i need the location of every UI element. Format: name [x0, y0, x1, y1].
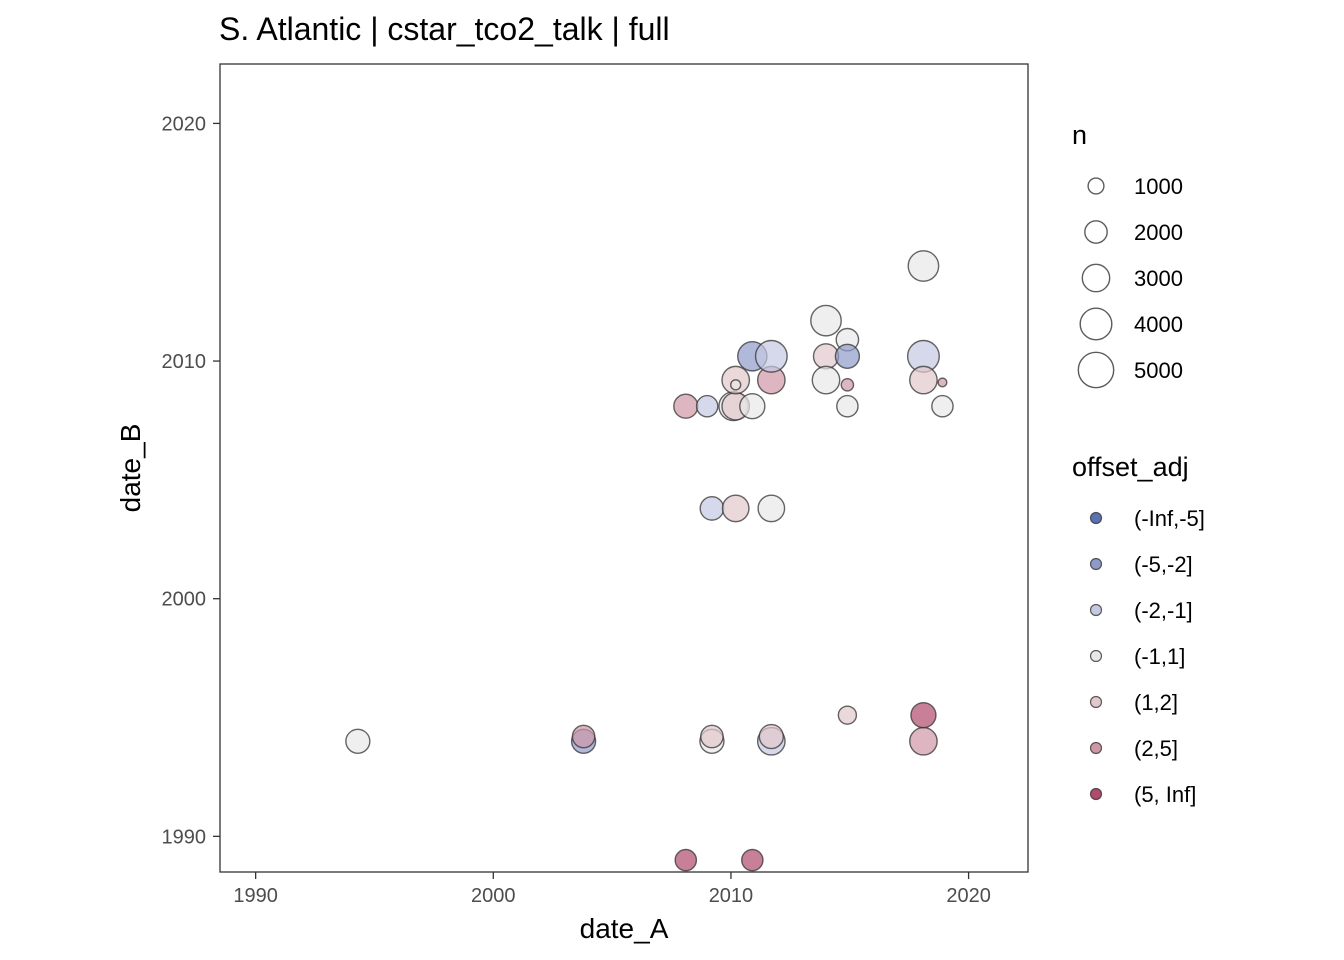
size-legend: n 1000 2000 3000 4000 5000 [1072, 120, 1183, 389]
data-point [834, 343, 861, 369]
color-legend-label: (-5,-2] [1134, 552, 1193, 577]
color-legend-key [1089, 695, 1103, 709]
data-point [699, 495, 725, 521]
size-legend-label: 1000 [1134, 174, 1183, 199]
data-point [739, 393, 766, 420]
data-point [754, 339, 788, 373]
y-tick-label: 2010 [162, 351, 207, 373]
data-point [931, 394, 954, 418]
size-legend-label: 5000 [1134, 358, 1183, 383]
y-axis: 1990 2000 2010 2020 [162, 113, 220, 848]
x-tick-label: 1990 [233, 885, 278, 907]
data-point [345, 728, 371, 754]
color-legend-label: (-2,-1] [1134, 598, 1193, 623]
data-point [836, 394, 859, 418]
size-legend-label: 3000 [1134, 266, 1183, 291]
y-tick-label: 2020 [162, 113, 207, 135]
data-point [837, 705, 858, 725]
data-point [811, 365, 841, 395]
color-legend-title: offset_adj [1072, 452, 1189, 482]
chart-title: S. Atlantic | cstar_tco2_talk | full [219, 11, 670, 47]
color-legend-label: (-1,1] [1134, 644, 1185, 669]
data-point [757, 494, 786, 523]
x-tick-label: 2010 [709, 885, 754, 907]
data-point [840, 377, 855, 392]
data-point [937, 377, 948, 388]
y-tick-label: 2000 [162, 589, 207, 611]
color-legend-label: (5, Inf] [1134, 782, 1196, 807]
x-axis-title: date_A [580, 913, 669, 944]
size-legend-key [1077, 351, 1115, 389]
color-legend-key [1089, 649, 1103, 663]
y-axis-title: date_B [115, 424, 146, 513]
color-legend-label: (-Inf,-5] [1134, 506, 1205, 531]
color-legend-key [1089, 741, 1103, 755]
data-point [907, 250, 940, 282]
y-tick-label: 1990 [162, 826, 207, 848]
x-tick-label: 2000 [471, 885, 516, 907]
data-point [729, 379, 742, 391]
color-legend-key [1089, 557, 1103, 571]
data-point [909, 726, 938, 756]
data-point [758, 723, 785, 750]
plot-panel [219, 63, 1029, 873]
size-legend-title: n [1072, 120, 1087, 150]
data-point [910, 701, 937, 729]
color-legend-label: (2,5] [1134, 736, 1178, 761]
size-legend-key [1087, 177, 1105, 195]
data-point [810, 304, 842, 337]
size-legend-label: 4000 [1134, 312, 1183, 337]
color-legend-key [1089, 603, 1103, 617]
data-point [741, 848, 764, 872]
data-point [695, 394, 719, 418]
size-legend-key [1079, 307, 1113, 341]
data-point [909, 365, 938, 395]
color-legend-key [1089, 511, 1103, 525]
color-legend-key [1089, 787, 1103, 801]
data-point [721, 494, 750, 523]
size-legend-key [1084, 220, 1108, 244]
size-legend-key [1081, 263, 1111, 293]
data-point [571, 724, 596, 749]
x-axis: 1990 2000 2010 2020 [233, 872, 991, 907]
color-legend: offset_adj (-Inf,-5] (-5,-2] (-2,-1] (-1,1]… [1072, 452, 1205, 807]
points-layer [345, 250, 954, 872]
x-tick-label: 2020 [946, 885, 991, 907]
data-point [700, 724, 724, 749]
size-legend-label: 2000 [1134, 220, 1183, 245]
data-point [673, 393, 699, 419]
color-legend-label: (1,2] [1134, 690, 1178, 715]
data-point [674, 848, 698, 872]
